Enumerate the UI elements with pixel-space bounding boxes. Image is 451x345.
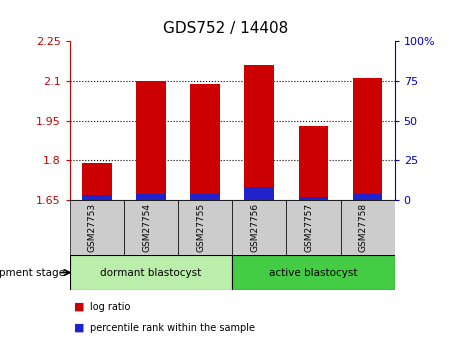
Bar bbox=[341, 200, 395, 255]
Bar bbox=[136, 81, 166, 200]
Text: ■: ■ bbox=[74, 302, 85, 312]
Text: GSM27755: GSM27755 bbox=[196, 203, 205, 252]
Text: GSM27756: GSM27756 bbox=[250, 203, 259, 252]
Bar bbox=[353, 78, 382, 200]
Bar bbox=[244, 187, 274, 200]
Text: ■: ■ bbox=[74, 323, 85, 333]
Bar bbox=[299, 197, 328, 200]
Bar bbox=[232, 200, 286, 255]
Text: GSM27753: GSM27753 bbox=[88, 203, 97, 252]
Bar bbox=[70, 255, 232, 290]
Bar bbox=[232, 255, 395, 290]
Bar bbox=[82, 195, 112, 200]
Text: GSM27757: GSM27757 bbox=[304, 203, 313, 252]
Bar bbox=[299, 126, 328, 200]
Text: dormant blastocyst: dormant blastocyst bbox=[101, 268, 202, 277]
Text: percentile rank within the sample: percentile rank within the sample bbox=[90, 323, 255, 333]
Bar bbox=[82, 163, 112, 200]
Bar bbox=[190, 84, 220, 200]
Bar bbox=[190, 194, 220, 200]
Bar bbox=[178, 200, 232, 255]
Text: log ratio: log ratio bbox=[90, 302, 131, 312]
Text: active blastocyst: active blastocyst bbox=[269, 268, 358, 277]
Text: GSM27758: GSM27758 bbox=[359, 203, 368, 252]
Bar bbox=[136, 194, 166, 200]
Text: GDS752 / 14408: GDS752 / 14408 bbox=[163, 21, 288, 36]
Bar bbox=[124, 200, 178, 255]
Text: GSM27754: GSM27754 bbox=[142, 203, 151, 252]
Bar bbox=[286, 200, 341, 255]
Bar bbox=[70, 200, 124, 255]
Text: development stage: development stage bbox=[0, 268, 65, 277]
Bar bbox=[353, 194, 382, 200]
Bar bbox=[244, 65, 274, 200]
